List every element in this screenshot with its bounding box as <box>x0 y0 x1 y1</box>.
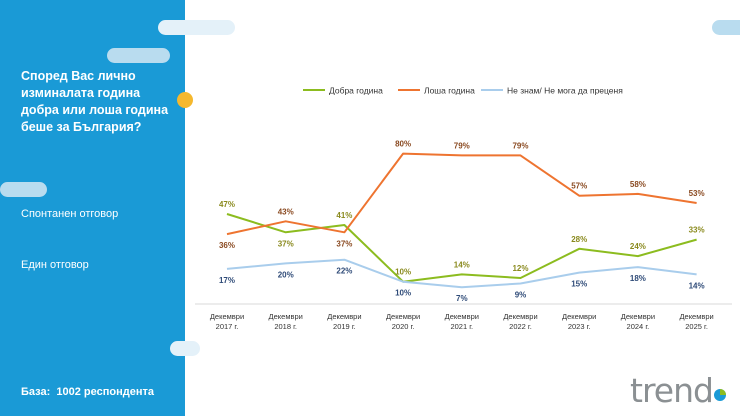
decor-pill-top <box>158 20 235 35</box>
x-tick-label: Декември 2024 г. <box>621 312 655 331</box>
data-label-dont-know: 17% <box>219 276 235 285</box>
sidebar: Според Вас лично изминалата година добра… <box>0 0 185 416</box>
data-label-bad-year: 80% <box>395 140 411 149</box>
x-tick-label: Декември 2025 г. <box>679 312 713 331</box>
x-tick-label: Декември 2019 г. <box>327 312 361 331</box>
data-label-good-year: 14% <box>454 260 470 269</box>
svg-text:trend: trend <box>630 372 713 410</box>
data-label-bad-year: 36% <box>219 241 235 250</box>
legend-label-bad-year: Лоша година <box>424 86 475 96</box>
legend-item-dont-know: Не знам/ Не мога да преценя <box>481 86 623 96</box>
data-label-dont-know: 22% <box>336 267 352 276</box>
sample-base-label: База: <box>21 386 51 398</box>
x-tick-label: Декември 2017 г. <box>210 312 244 331</box>
data-label-bad-year: 57% <box>571 182 587 191</box>
legend-label-dont-know: Не знам/ Не мога да преценя <box>507 86 623 96</box>
data-label-dont-know: 9% <box>515 291 527 300</box>
trend-logo: trend <box>630 372 726 410</box>
data-label-good-year: 37% <box>278 239 294 248</box>
data-label-dont-know: 10% <box>395 289 411 298</box>
data-label-good-year: 10% <box>395 268 411 277</box>
chart-legend: Добра година Лоша година Не знам/ Не мога … <box>303 86 623 96</box>
data-label-dont-know: 15% <box>571 280 587 289</box>
x-tick-label: Декември 2021 г. <box>445 312 479 331</box>
x-tick-label: Декември 2022 г. <box>503 312 537 331</box>
data-label-good-year: 28% <box>571 235 587 244</box>
data-label-good-year: 24% <box>630 242 646 251</box>
legend-item-bad-year: Лоша година <box>398 86 475 96</box>
decor-pill-upper <box>107 48 170 63</box>
decor-pill-bottom <box>170 341 200 356</box>
data-label-good-year: 33% <box>689 226 705 235</box>
series-line-bad-year <box>226 152 697 236</box>
decor-pill-right <box>712 20 740 35</box>
sample-base-value: 1002 респондента <box>56 386 154 398</box>
answer-type-single: Един отговор <box>21 259 89 271</box>
data-label-bad-year: 58% <box>630 180 646 189</box>
data-label-good-year: 12% <box>512 264 528 273</box>
data-label-dont-know: 14% <box>689 281 705 290</box>
decor-dot <box>177 92 193 108</box>
data-label-good-year: 47% <box>219 200 235 209</box>
data-label-bad-year: 79% <box>454 141 470 150</box>
legend-item-good-year: Добра година <box>303 86 383 96</box>
legend-label-good-year: Добра година <box>329 86 383 96</box>
data-label-bad-year: 43% <box>278 207 294 216</box>
question-text: Според Вас лично изминалата година добра… <box>21 69 169 134</box>
data-label-good-year: 41% <box>336 211 352 220</box>
x-tick-label: Декември 2023 г. <box>562 312 596 331</box>
data-label-dont-know: 7% <box>456 294 468 303</box>
sample-base: База: 1002 респондента <box>21 386 154 398</box>
data-label-bad-year: 37% <box>336 239 352 248</box>
data-label-dont-know: 20% <box>278 270 294 279</box>
data-label-dont-know: 18% <box>630 274 646 283</box>
x-tick-label: Декември 2018 г. <box>269 312 303 331</box>
decor-pill-mid <box>0 182 47 197</box>
data-label-bad-year: 79% <box>512 141 528 150</box>
data-label-bad-year: 53% <box>689 189 705 198</box>
answer-type-spontaneous: Спонтанен отговор <box>21 208 119 220</box>
x-tick-label: Декември 2020 г. <box>386 312 420 331</box>
